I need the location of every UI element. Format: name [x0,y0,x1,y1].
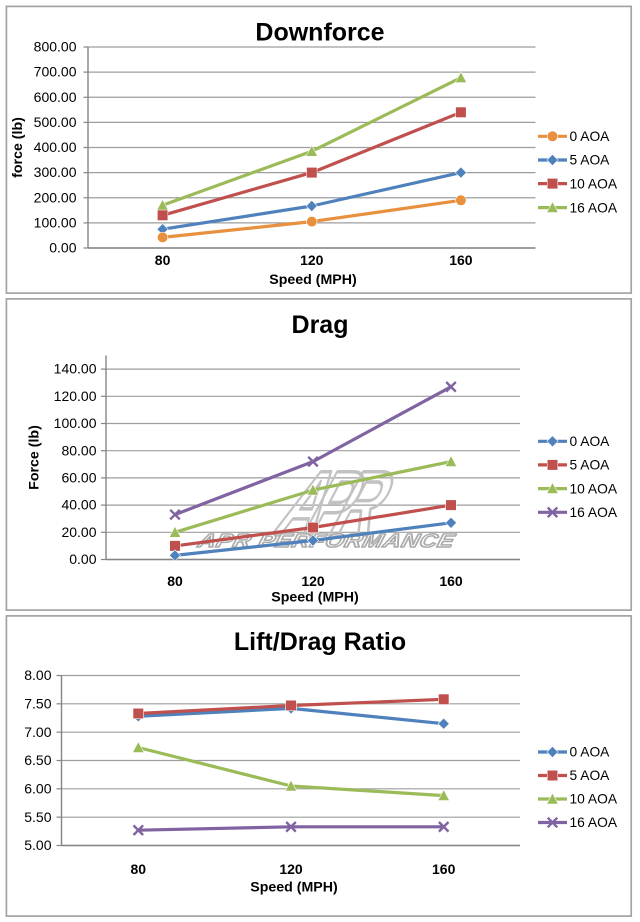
svg-text:20.00: 20.00 [61,524,96,540]
svg-text:80: 80 [167,573,183,589]
svg-text:120: 120 [301,573,325,589]
svg-text:Downforce: Downforce [255,19,384,47]
svg-text:0 AOA: 0 AOA [570,434,611,449]
svg-text:Speed (MPH): Speed (MPH) [269,272,357,288]
svg-text:10 AOA: 10 AOA [570,792,618,807]
svg-text:200.00: 200.00 [34,189,77,205]
svg-text:0 AOA: 0 AOA [570,129,611,144]
svg-text:600.00: 600.00 [34,89,77,105]
svg-text:16 AOA: 16 AOA [570,200,618,215]
svg-text:16 AOA: 16 AOA [570,505,618,520]
svg-text:120: 120 [279,861,303,877]
svg-text:160: 160 [449,252,473,268]
svg-text:5 AOA: 5 AOA [570,153,611,168]
svg-text:10 AOA: 10 AOA [570,176,618,191]
svg-text:10 AOA: 10 AOA [570,481,618,496]
svg-text:5.50: 5.50 [24,809,51,825]
svg-text:6.00: 6.00 [24,780,51,796]
svg-text:700.00: 700.00 [34,64,77,80]
svg-text:160: 160 [439,573,463,589]
svg-text:Force (lb): Force (lb) [27,425,43,490]
svg-text:0.00: 0.00 [49,240,76,256]
svg-text:60.00: 60.00 [61,470,96,486]
svg-text:120: 120 [300,252,324,268]
svg-text:5.00: 5.00 [24,837,51,853]
svg-text:80: 80 [155,252,171,268]
svg-text:Speed (MPH): Speed (MPH) [250,880,338,896]
svg-text:Drag: Drag [292,311,349,339]
svg-text:100.00: 100.00 [34,214,77,230]
svg-text:5 AOA: 5 AOA [570,458,611,473]
svg-text:300.00: 300.00 [34,164,77,180]
svg-text:5 AOA: 5 AOA [570,768,611,783]
svg-text:500.00: 500.00 [34,114,77,130]
svg-text:6.50: 6.50 [24,752,51,768]
svg-text:160: 160 [432,861,456,877]
svg-text:100.00: 100.00 [54,415,97,431]
svg-text:80.00: 80.00 [61,442,96,458]
svg-text:800.00: 800.00 [34,39,77,55]
svg-text:Lift/Drag Ratio: Lift/Drag Ratio [234,628,406,656]
svg-text:120.00: 120.00 [54,388,97,404]
svg-text:7.00: 7.00 [24,724,51,740]
svg-text:7.50: 7.50 [24,695,51,711]
svg-text:force (lb): force (lb) [10,117,26,178]
svg-text:0.00: 0.00 [69,551,96,567]
svg-text:8.00: 8.00 [24,667,51,683]
svg-text:80: 80 [131,861,147,877]
svg-text:0 AOA: 0 AOA [570,745,611,760]
svg-text:Speed (MPH): Speed (MPH) [271,590,359,606]
svg-text:140.00: 140.00 [54,361,97,377]
svg-text:16 AOA: 16 AOA [570,815,618,830]
svg-text:400.00: 400.00 [34,139,77,155]
svg-text:40.00: 40.00 [61,497,96,513]
